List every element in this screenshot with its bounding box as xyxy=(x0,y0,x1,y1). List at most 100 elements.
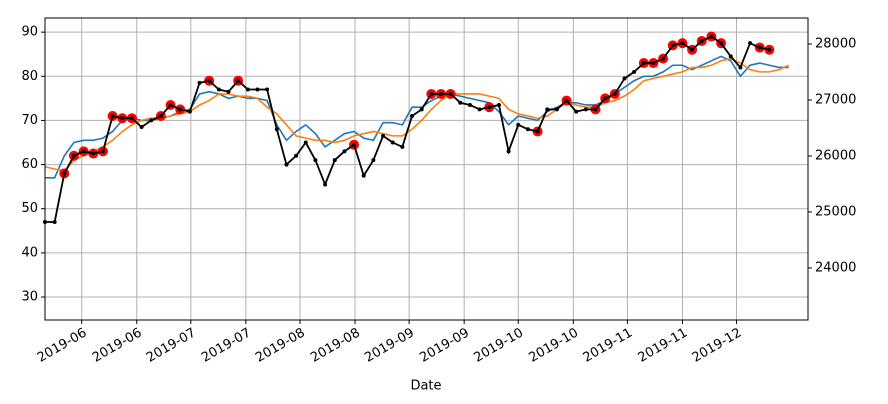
price-dot xyxy=(149,118,154,123)
x-tick-label: 2019-08 xyxy=(253,326,308,366)
price-dot xyxy=(52,219,57,224)
price-dot xyxy=(467,102,472,107)
price-dot xyxy=(767,47,772,52)
price-dot xyxy=(516,122,521,127)
price-dot xyxy=(294,153,299,158)
price-dot xyxy=(381,133,386,138)
price-dot xyxy=(410,114,415,119)
price-dot xyxy=(574,109,579,114)
price-dot xyxy=(110,114,115,119)
price-dot xyxy=(477,107,482,112)
price-dot xyxy=(612,91,617,96)
y-tick-label: 40 xyxy=(21,245,38,260)
price-dot xyxy=(661,56,666,61)
price-dot xyxy=(448,91,453,96)
price-dot xyxy=(680,41,685,46)
y2-tick-label: 28000 xyxy=(815,37,856,52)
price-dot xyxy=(719,41,724,46)
y-tick-label: 70 xyxy=(21,113,38,128)
price-dot xyxy=(332,158,337,163)
x-tick-label: 2019-07 xyxy=(199,326,254,366)
price-dot xyxy=(525,127,530,132)
x-tick-label: 2019-09 xyxy=(417,326,472,366)
price-dot xyxy=(545,107,550,112)
y-tick-label: 30 xyxy=(21,290,38,305)
price-dot xyxy=(216,87,221,92)
price-dot xyxy=(622,76,627,81)
price-dot xyxy=(419,107,424,112)
x-axis-label: Date xyxy=(410,379,441,394)
price-dot xyxy=(429,91,434,96)
price-dot xyxy=(583,107,588,112)
price-dot xyxy=(197,80,202,85)
x-tick-label: 2019-10 xyxy=(527,326,582,366)
price-dot xyxy=(641,61,646,66)
x-tick-label: 2019-08 xyxy=(308,326,363,366)
price-dot xyxy=(603,96,608,101)
price-dot xyxy=(274,127,279,132)
price-dot xyxy=(158,114,163,119)
price-dot xyxy=(361,173,366,178)
price-dot xyxy=(226,89,231,94)
y2-tick-label: 27000 xyxy=(815,93,856,108)
price-dot xyxy=(284,162,289,167)
price-dot xyxy=(400,144,405,149)
price-dot xyxy=(100,149,105,154)
price-dot xyxy=(487,105,492,110)
price-dot xyxy=(632,69,637,74)
price-dot xyxy=(342,149,347,154)
price-dot xyxy=(81,149,86,154)
price-dot xyxy=(438,91,443,96)
price-dot xyxy=(245,87,250,92)
price-dot xyxy=(593,107,598,112)
price-dot xyxy=(738,65,743,70)
price-dot xyxy=(265,87,270,92)
price-dot xyxy=(748,41,753,46)
y-tick-label: 50 xyxy=(21,201,38,216)
price-dot xyxy=(757,45,762,50)
price-dot xyxy=(564,98,569,103)
price-dot xyxy=(554,107,559,112)
price-dot xyxy=(187,109,192,114)
price-dot xyxy=(371,158,376,163)
x-tick-label: 2019-12 xyxy=(690,326,745,366)
series-line xyxy=(45,57,790,173)
price-dot xyxy=(352,142,357,147)
x-tick-label: 2019-11 xyxy=(581,326,636,366)
price-dot xyxy=(91,151,96,156)
y2-tick-label: 24000 xyxy=(815,260,856,275)
x-tick-label: 2019-10 xyxy=(471,326,526,366)
price-dot xyxy=(323,182,328,187)
price-dot xyxy=(62,171,67,176)
price-line xyxy=(45,35,770,223)
price-dot xyxy=(129,116,134,121)
price-dot xyxy=(651,61,656,66)
x-tick-label: 2019-06 xyxy=(35,326,90,366)
price-dot xyxy=(120,116,125,121)
price-dot xyxy=(236,78,241,83)
price-dot xyxy=(458,100,463,105)
y2-tick-label: 26000 xyxy=(815,148,856,163)
y-tick-label: 60 xyxy=(21,157,38,172)
x-tick-label: 2019-11 xyxy=(636,326,691,366)
x-tick-label: 2019-07 xyxy=(144,326,199,366)
price-dot xyxy=(709,34,714,39)
price-dot xyxy=(313,158,318,163)
y-tick-label: 90 xyxy=(21,25,38,40)
x-tick-label: 2019-09 xyxy=(362,326,417,366)
price-dot xyxy=(728,54,733,59)
price-dot xyxy=(535,129,540,134)
price-dot xyxy=(255,87,260,92)
price-dot xyxy=(390,140,395,145)
price-dot xyxy=(139,125,144,130)
price-dot xyxy=(71,153,76,158)
price-dot xyxy=(506,149,511,154)
price-dot xyxy=(168,102,173,107)
x-tick-label: 2019-06 xyxy=(90,326,145,366)
price-dot xyxy=(207,78,212,83)
price-dot xyxy=(496,102,501,107)
price-dot xyxy=(690,47,695,52)
price-dot xyxy=(178,107,183,112)
price-dot xyxy=(699,38,704,43)
